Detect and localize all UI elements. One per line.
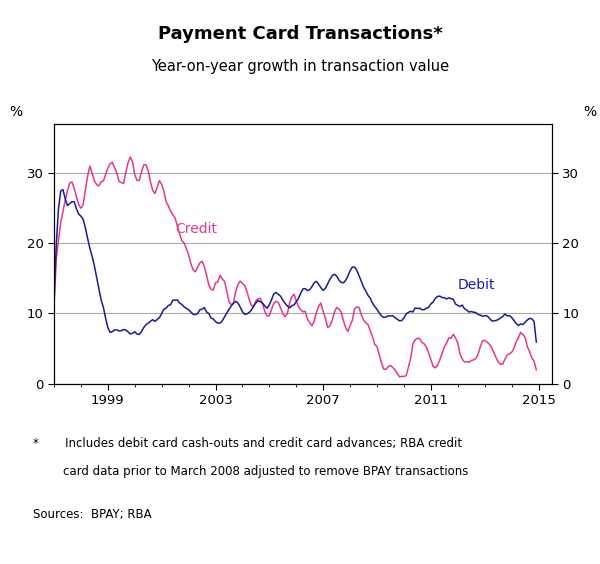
Text: card data prior to March 2008 adjusted to remove BPAY transactions: card data prior to March 2008 adjusted t… — [33, 465, 469, 478]
Text: Year-on-year growth in transaction value: Year-on-year growth in transaction value — [151, 59, 449, 74]
Text: Credit: Credit — [175, 222, 217, 236]
Text: Debit: Debit — [458, 278, 495, 292]
Text: Sources:  BPAY; RBA: Sources: BPAY; RBA — [33, 508, 152, 521]
Text: %: % — [9, 105, 22, 119]
Text: Payment Card Transactions*: Payment Card Transactions* — [158, 25, 442, 43]
Text: %: % — [584, 105, 597, 119]
Text: *       Includes debit card cash-outs and credit card advances; RBA credit: * Includes debit card cash-outs and cred… — [33, 437, 462, 450]
